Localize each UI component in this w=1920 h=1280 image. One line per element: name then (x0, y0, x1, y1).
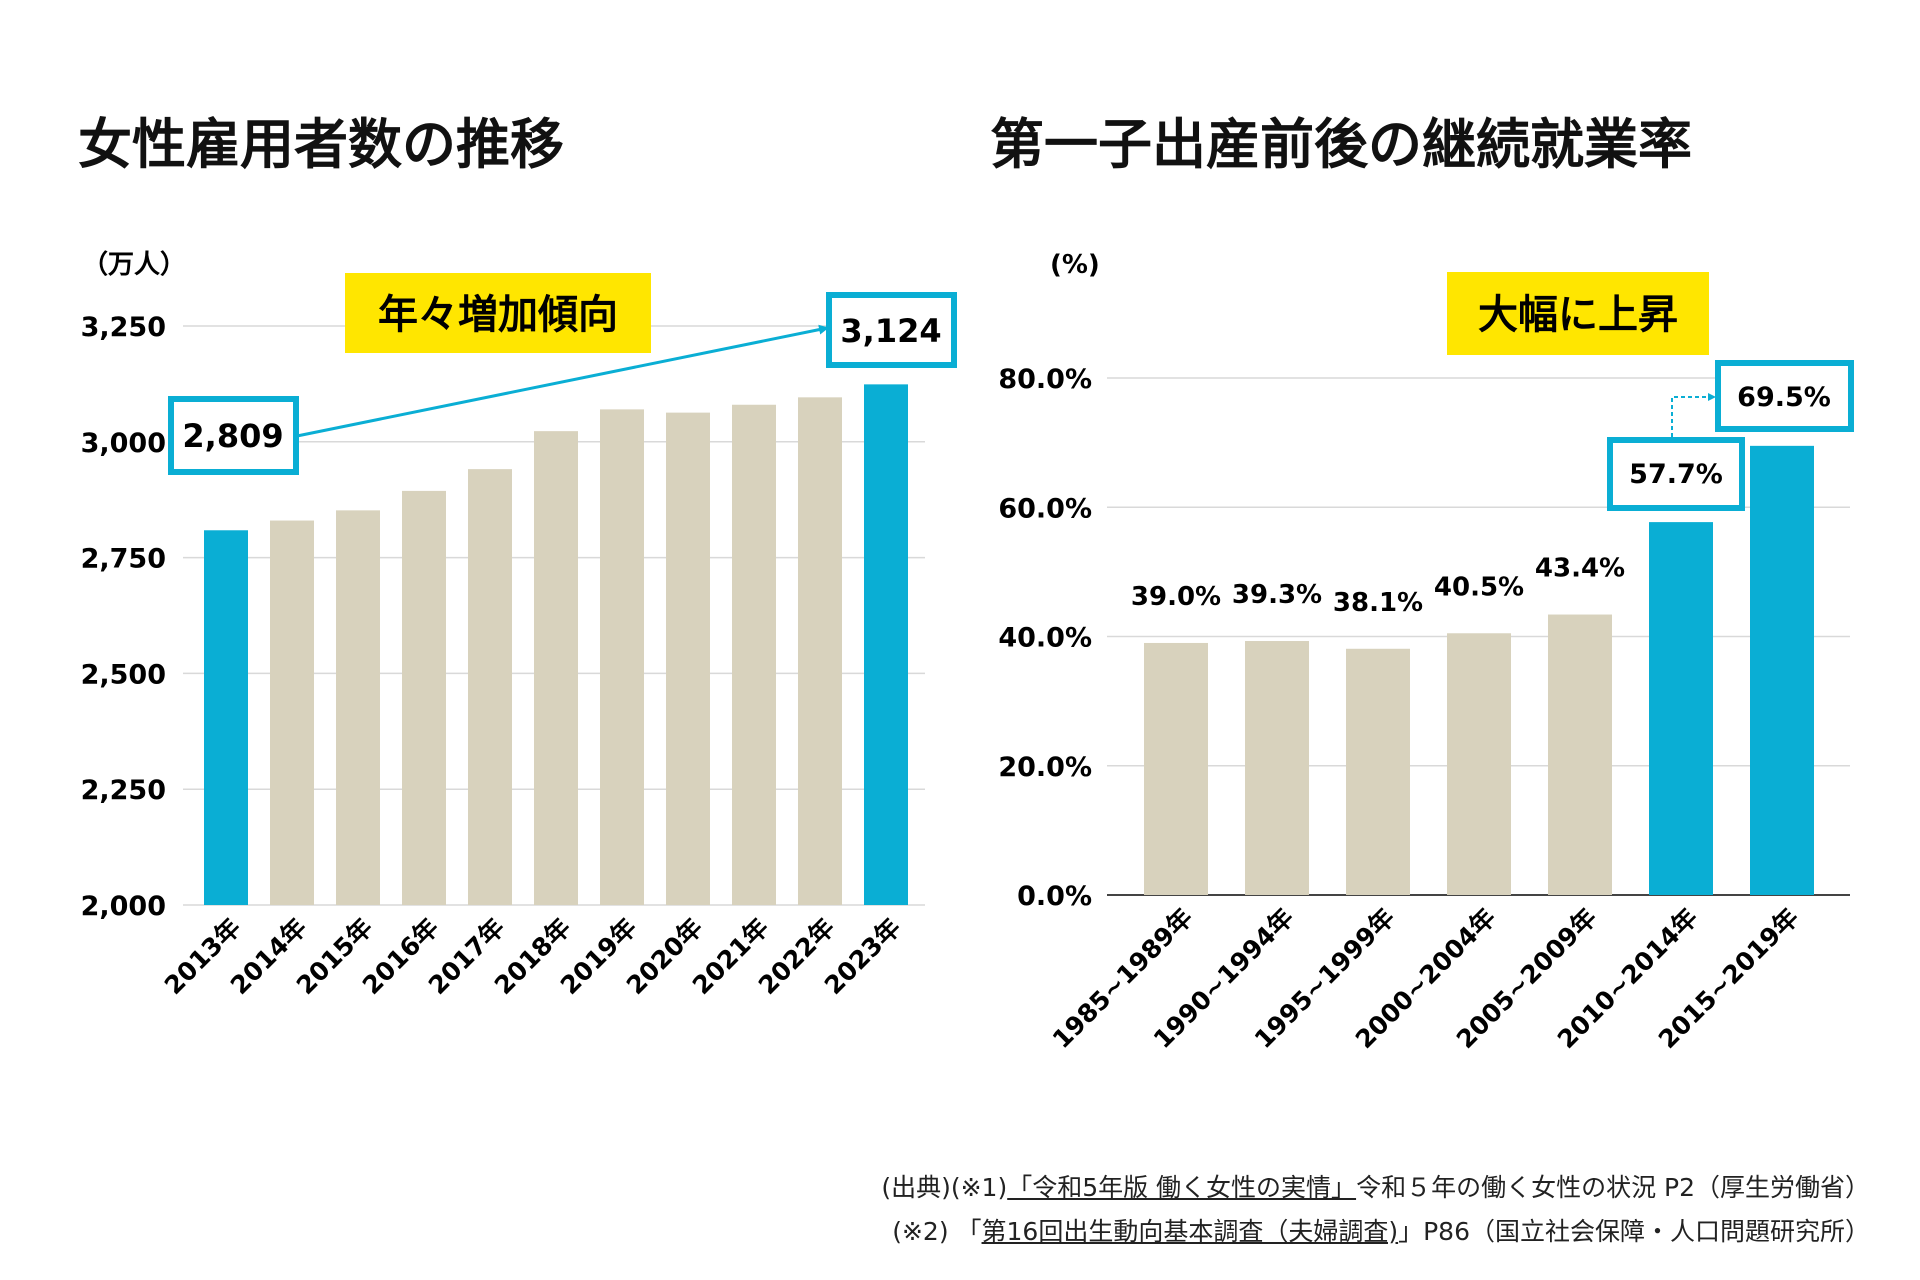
left-bar-3 (336, 510, 380, 905)
left-highlight-box (345, 273, 651, 353)
right-callout-prev-box (1607, 437, 1745, 511)
right-bar-1 (1144, 642, 1208, 895)
right-data-label: 39.0% (1131, 582, 1221, 612)
left-unit-label: （万人） (82, 250, 186, 280)
right-y-tick-label: 0.0% (1017, 881, 1092, 912)
source-prefix-1: (出典)(※1) (881, 1173, 1008, 1202)
left-bar-6 (534, 431, 578, 905)
source-suffix-1: 令和５年の働く女性の状況 P2（厚生労働省） (1356, 1173, 1870, 1202)
source-link-1[interactable]: 「令和5年版 働く女性の実情」 (1007, 1173, 1357, 1202)
right-bar-2 (1245, 641, 1309, 895)
right-highlight-text: 大幅に上昇 (1478, 292, 1678, 338)
left-y-tick-label: 2,250 (81, 775, 166, 806)
right-callout-latest-box (1715, 360, 1854, 432)
left-y-ticks: 2,000 2,250 2,500 2,750 3,000 3,250 (81, 312, 166, 922)
left-bars (204, 384, 908, 906)
source-prefix-2: (※2) 「 (892, 1217, 982, 1246)
right-callout-prev-value: 57.7% (1629, 459, 1723, 490)
left-bar-7 (600, 409, 644, 905)
left-bar-chart: （万人） 2,000 2,250 2,500 2,750 3,000 3,250 2013… (81, 250, 957, 1000)
left-highlight-text: 年々増加傾向 (378, 292, 618, 338)
right-bar-5 (1548, 614, 1612, 895)
left-bar-10 (798, 397, 842, 905)
right-highlight-box (1447, 272, 1709, 355)
right-bar-7 (1750, 445, 1814, 895)
source-line-2: (※2) 「第16回出生動向基本調査（夫婦調査)」P86（国立社会保障・人口問題… (892, 1212, 1870, 1248)
right-y-tick-label: 40.0% (998, 623, 1092, 654)
source-suffix-2: 」P86（国立社会保障・人口問題研究所） (1398, 1217, 1870, 1246)
right-y-ticks: 0.0% 20.0% 40.0% 60.0% 80.0% (998, 364, 1092, 912)
right-x-labels: 1985~1989年1990~1994年1995~1999年2000~2004年… (1047, 903, 1804, 1054)
left-callout-start-value: 2,809 (182, 417, 283, 455)
left-y-tick-label: 2,750 (81, 544, 166, 575)
left-trend-arrow (296, 324, 829, 438)
right-y-tick-label: 80.0% (998, 364, 1092, 395)
right-y-tick-label: 20.0% (998, 752, 1092, 783)
right-trend-arrow (1671, 393, 1716, 437)
left-bar-11 (864, 384, 908, 906)
left-callout-end-box (826, 292, 957, 368)
right-data-label: 38.1% (1333, 588, 1423, 618)
right-data-label: 40.5% (1434, 572, 1524, 602)
left-bar-9 (732, 404, 776, 905)
right-data-labels: 39.0% 39.3% 38.1% 40.5% 43.4% (1131, 554, 1625, 618)
left-callout-start-box (168, 396, 299, 475)
right-bar-3 (1346, 648, 1410, 895)
right-data-label: 39.3% (1232, 580, 1322, 610)
right-bar-4 (1447, 633, 1511, 895)
left-y-tick-label: 2,000 (81, 891, 166, 922)
right-unit-label: (%) (1050, 250, 1100, 280)
left-bar-8 (666, 412, 710, 905)
right-bar-chart: (%) 0.0%20.0%40.0%60.0%80.0% 39.0% 39.3% 3… (998, 250, 1854, 1054)
left-callout-end-value: 3,124 (840, 312, 941, 350)
right-bars (1144, 445, 1814, 895)
source-link-2[interactable]: 第16回出生動向基本調査（夫婦調査) (981, 1217, 1399, 1246)
left-y-tick-label: 3,250 (81, 312, 166, 343)
right-y-tick-label: 60.0% (998, 493, 1092, 524)
left-y-tick-label: 3,000 (81, 428, 166, 459)
right-callout-latest-value: 69.5% (1737, 382, 1831, 413)
left-chart-title: 女性雇用者数の推移 (78, 113, 564, 176)
left-bar-2 (270, 520, 314, 905)
right-data-label: 43.4% (1535, 554, 1625, 584)
left-bar-1 (204, 530, 248, 905)
left-bar-5 (468, 469, 512, 905)
left-x-labels: 2013年2014年2015年2016年2017年2018年2019年2020年… (159, 913, 906, 1000)
right-chart-title: 第一子出産前後の継続就業率 (990, 113, 1692, 176)
left-bar-4 (402, 490, 446, 905)
right-bar-6 (1649, 522, 1713, 895)
left-y-tick-label: 2,500 (81, 659, 166, 690)
source-line-1: (出典)(※1)「令和5年版 働く女性の実情」令和５年の働く女性の状況 P2（厚… (881, 1168, 1870, 1204)
